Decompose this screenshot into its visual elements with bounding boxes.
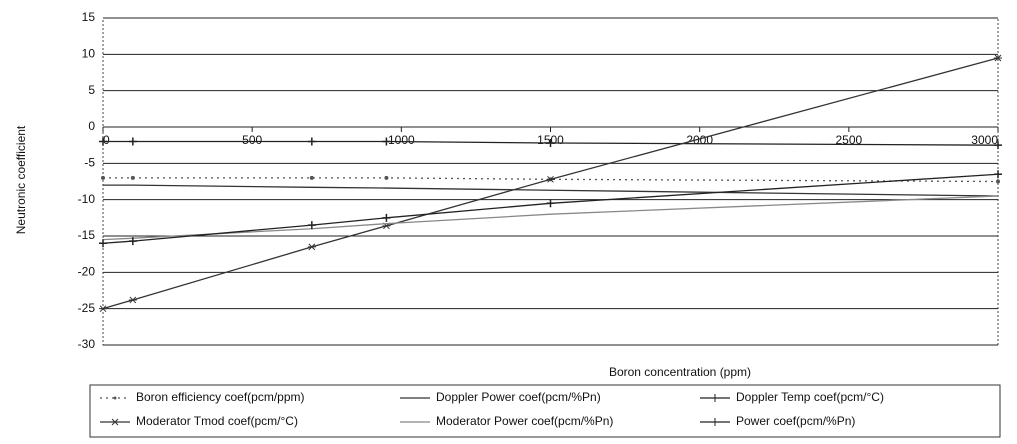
marker: [384, 175, 389, 180]
x-axis-label: Boron concentration (ppm): [609, 365, 751, 379]
marker: [307, 243, 316, 251]
marker: [307, 137, 316, 146]
y-tick-label: 10: [82, 47, 96, 61]
x-tick-label: 2000: [686, 133, 713, 147]
legend-marker: [711, 394, 719, 402]
legend-label: Moderator Power coef(pcm/%Pn): [436, 414, 613, 428]
y-tick-label: 15: [82, 10, 96, 24]
marker: [307, 221, 316, 230]
x-tick-label: 0: [103, 133, 110, 147]
y-tick-label: -5: [84, 156, 95, 170]
legend-label: Doppler Power coef(pcm/%Pn): [436, 390, 601, 404]
legend-marker: [111, 418, 119, 426]
legend-label: Power coef(pcm/%Pn): [736, 414, 855, 428]
marker: [99, 239, 107, 248]
legend-label: Boron efficiency coef(pcm/ppm): [136, 390, 305, 404]
y-tick-label: 5: [88, 83, 95, 97]
marker: [101, 175, 105, 180]
y-tick-label: -30: [78, 337, 96, 351]
marker: [546, 138, 555, 147]
x-tick-label: 2500: [835, 133, 862, 147]
series-line: [103, 177, 999, 183]
y-tick-label: 0: [88, 119, 95, 133]
marker: [128, 296, 137, 304]
marker: [128, 137, 137, 146]
series-line: [102, 195, 999, 241]
x-tick-label: 3000: [971, 133, 998, 147]
marker: [309, 175, 314, 180]
marker: [994, 54, 1002, 62]
series-line: [103, 184, 999, 197]
marker: [99, 305, 107, 313]
marker: [996, 179, 1000, 184]
legend-marker: [113, 396, 117, 400]
marker: [382, 137, 391, 146]
marker: [994, 170, 1002, 179]
marker: [994, 141, 1002, 150]
y-tick-label: -20: [78, 265, 96, 279]
marker: [546, 175, 555, 183]
x-tick-label: 500: [242, 133, 262, 147]
plot-area: [102, 17, 999, 346]
marker: [130, 175, 135, 180]
legend-box: [89, 384, 1001, 438]
series-line: [102, 173, 999, 244]
y-tick-label: -15: [78, 228, 96, 242]
marker: [128, 237, 137, 246]
marker: [382, 213, 391, 222]
marker: [546, 199, 555, 208]
y-tick-label: -10: [78, 192, 96, 206]
legend-label: Doppler Temp coef(pcm/°C): [736, 390, 884, 404]
marker: [99, 137, 107, 146]
series-line: [102, 57, 999, 310]
y-tick-label: -25: [78, 301, 96, 315]
legend-label: Moderator Tmod coef(pcm/°C): [136, 414, 298, 428]
series-line: [103, 140, 999, 146]
x-tick-label: 1000: [388, 133, 415, 147]
y-axis-label: Neutronic coefficient: [14, 125, 28, 234]
legend-marker: [711, 418, 719, 426]
